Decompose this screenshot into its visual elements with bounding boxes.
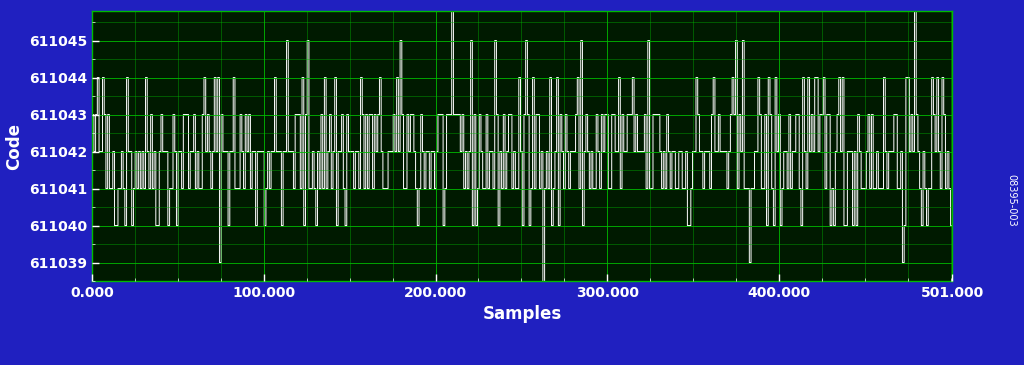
X-axis label: Samples: Samples <box>482 306 562 323</box>
Y-axis label: Code: Code <box>5 123 24 169</box>
Text: 08395-003: 08395-003 <box>1007 174 1017 227</box>
